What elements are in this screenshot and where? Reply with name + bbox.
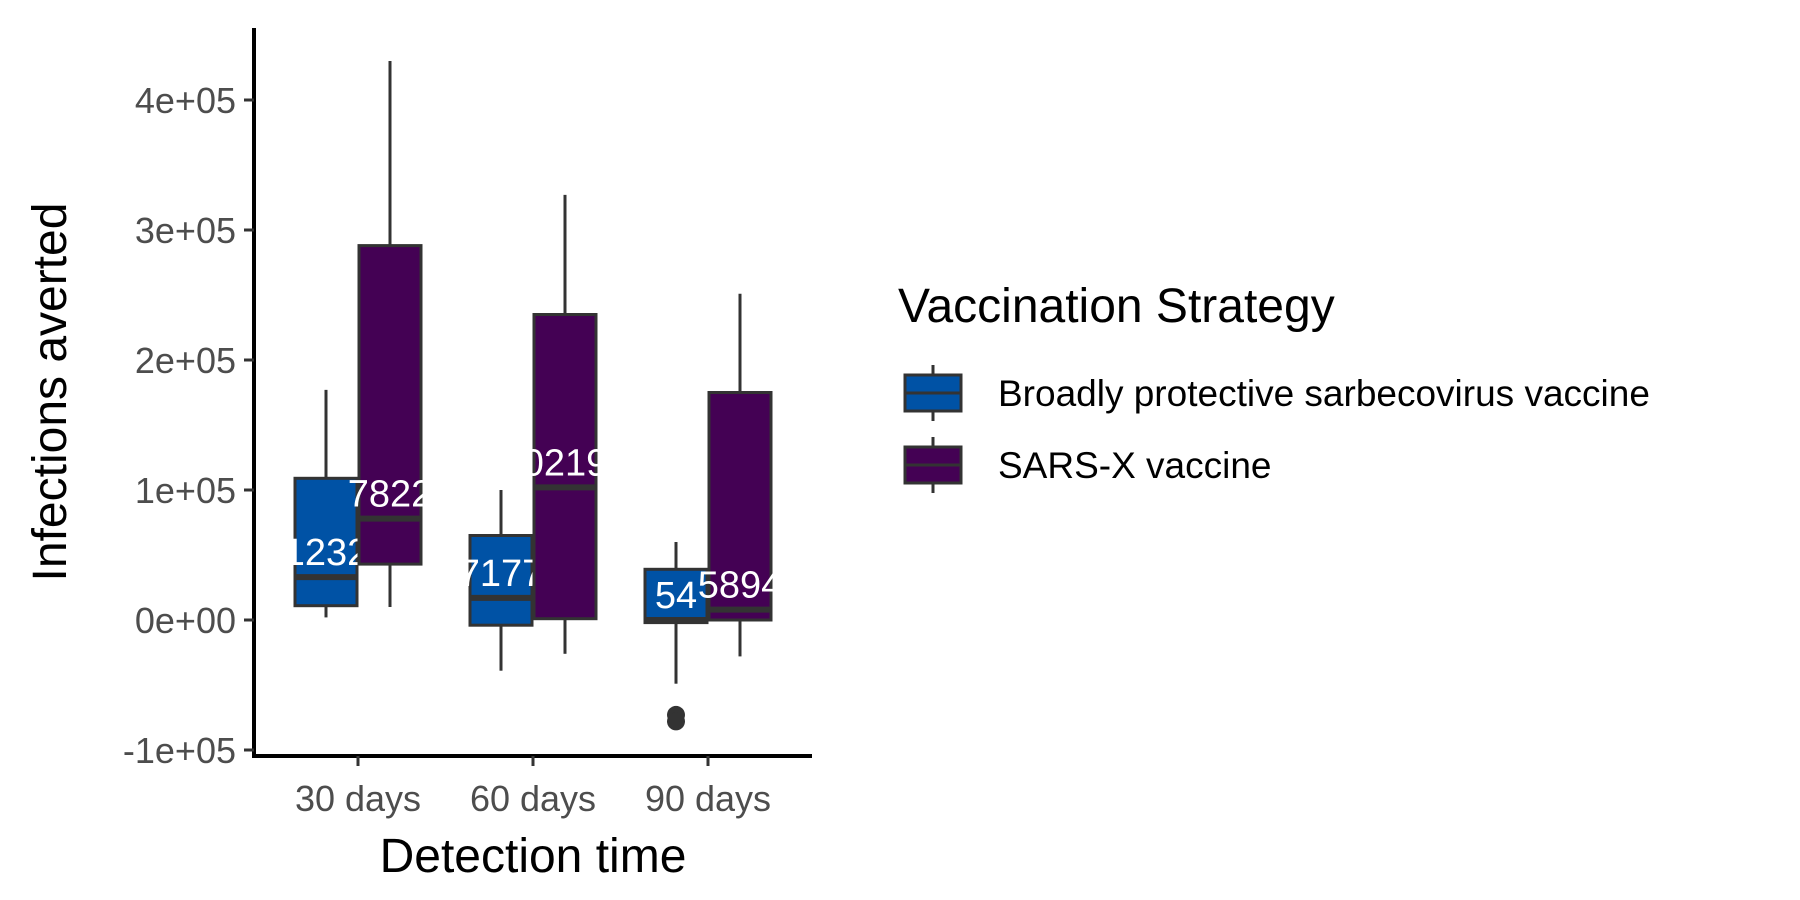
box-sarsx-90-days: 5894 [698,293,783,657]
box-broad-30-days: 1232 [284,389,369,618]
data-label: 7822 [348,474,433,516]
box-body [707,391,773,622]
data-label: 1232 [284,532,369,574]
x-axis-title: Detection time [380,830,687,883]
x-tick-label: 60 days [470,778,596,819]
y-axis-title: Infections averted [24,203,77,582]
y-tick-label: 2e+05 [135,340,236,381]
box-body [468,534,534,627]
legend-label: SARS-X vaccine [998,445,1272,486]
legend: Vaccination Strategy Broadly protective … [898,280,1650,493]
plot-marks: 1232 7177 54 7822 0219 5894 [284,61,783,731]
legend-title: Vaccination Strategy [898,280,1335,333]
axes: -1e+05 0e+00 1e+05 2e+05 3e+05 4e+05 30 days 6… [123,28,812,819]
box-broad-90-days: 54 [643,542,709,731]
box-sarsx-30-days: 7822 [348,61,433,607]
legend-item: Broadly protective sarbecovirus vaccine [903,365,1650,421]
box-body [293,476,359,608]
x-tick-label: 90 days [645,778,771,819]
data-label: 0219 [523,442,608,484]
x-axis-ticks: 30 days 60 days 90 days [295,756,771,819]
box-body [532,313,598,621]
y-tick-label: -1e+05 [123,730,236,771]
box-broad-60-days: 7177 [459,490,544,671]
legend-item: SARS-X vaccine [903,437,1272,493]
y-tick-label: 1e+05 [135,470,236,511]
box-sarsx-60-days: 0219 [523,194,608,654]
x-tick-label: 30 days [295,778,421,819]
y-tick-label: 0e+00 [135,600,236,641]
legend-items: Broadly protective sarbecovirus vaccine S… [903,365,1650,493]
y-tick-label: 3e+05 [135,210,236,251]
data-label: 5894 [698,565,783,607]
outlier-point [667,712,685,731]
legend-label: Broadly protective sarbecovirus vaccine [998,373,1650,414]
y-tick-label: 4e+05 [135,80,236,121]
box-body [643,567,709,625]
data-label: 54 [655,575,697,617]
y-axis-ticks: -1e+05 0e+00 1e+05 2e+05 3e+05 4e+05 [123,80,254,771]
data-label: 7177 [459,553,544,595]
box-body [357,244,423,566]
